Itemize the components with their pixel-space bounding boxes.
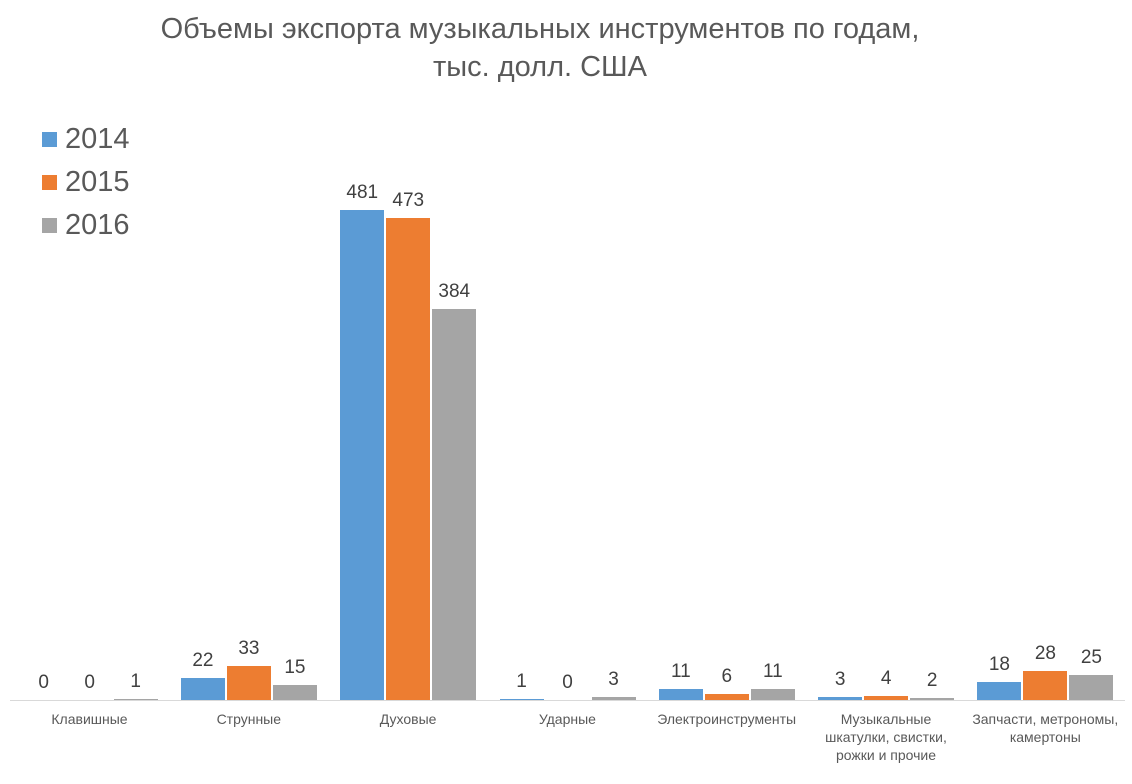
legend-label: 2016 (65, 209, 130, 241)
bar-2014 (499, 699, 544, 700)
data-label: 2 (926, 670, 938, 691)
bar-2015 (704, 694, 749, 700)
bar-2016 (113, 699, 158, 700)
data-label: 384 (438, 281, 471, 302)
bar-2014 (340, 210, 385, 700)
data-label: 3 (608, 669, 619, 690)
x-axis-category-label: Духовые (379, 711, 437, 727)
bar-2016 (750, 689, 795, 700)
data-label: 33 (238, 638, 260, 659)
x-axis-line (10, 700, 1125, 701)
x-axis-category-label: Электроинструменты (657, 711, 797, 727)
chart-title-line1: Объемы экспорта музыкальных инструментов… (160, 13, 920, 45)
bar-2014 (818, 697, 863, 700)
data-label: 3 (834, 669, 846, 690)
bar-2014 (658, 689, 703, 700)
legend-swatch-2015 (42, 175, 57, 190)
data-label: 11 (670, 661, 691, 682)
data-label: 25 (1080, 647, 1102, 668)
data-label: 6 (721, 666, 733, 687)
x-axis-category-label: Музыкальные шкатулки, свистки, рожки и п… (825, 711, 947, 763)
chart-title: Объемы экспорта музыкальных инструментов… (0, 10, 1080, 86)
bar-2016 (1069, 675, 1114, 700)
data-label: 18 (988, 654, 1010, 675)
legend-label: 2014 (65, 123, 130, 155)
chart-title-line2: тыс. долл. США (433, 51, 647, 83)
bar-2016 (591, 697, 636, 700)
legend-label: 2015 (65, 166, 130, 198)
x-axis-category-label: Запчасти, метрономы, камертоны (972, 711, 1119, 745)
bar-2014 (180, 678, 225, 700)
data-label: 15 (284, 657, 306, 678)
bar-2015 (226, 666, 271, 700)
legend-swatch-2014 (42, 132, 57, 147)
legend-item-2016: 2016 (42, 204, 130, 247)
data-label: 481 (346, 182, 379, 203)
data-label: 28 (1034, 643, 1056, 664)
x-axis-category-label: Струнные (216, 711, 282, 727)
data-label: 0 (562, 672, 573, 693)
legend-item-2014: 2014 (42, 118, 130, 161)
bar-2016 (432, 309, 477, 700)
legend-swatch-2016 (42, 218, 57, 233)
data-label: 1 (516, 671, 527, 692)
data-label: 0 (38, 672, 49, 693)
x-axis-category-label: Ударные (538, 711, 596, 727)
data-label: 4 (880, 668, 892, 689)
data-label: 473 (392, 190, 425, 211)
bar-2014 (977, 682, 1022, 700)
data-label: 1 (130, 671, 141, 692)
data-label: 0 (84, 672, 95, 693)
data-label: 11 (762, 661, 783, 682)
bar-2015 (864, 696, 909, 700)
bar-2016 (272, 685, 317, 700)
x-axis-category-label: Клавишные (51, 711, 128, 727)
legend-item-2015: 2015 (42, 161, 130, 204)
legend: 2014 2015 2016 (42, 118, 130, 247)
bar-2015 (1023, 671, 1068, 700)
data-label: 22 (192, 650, 214, 671)
bar-2016 (910, 698, 955, 700)
bar-2015 (386, 218, 431, 700)
